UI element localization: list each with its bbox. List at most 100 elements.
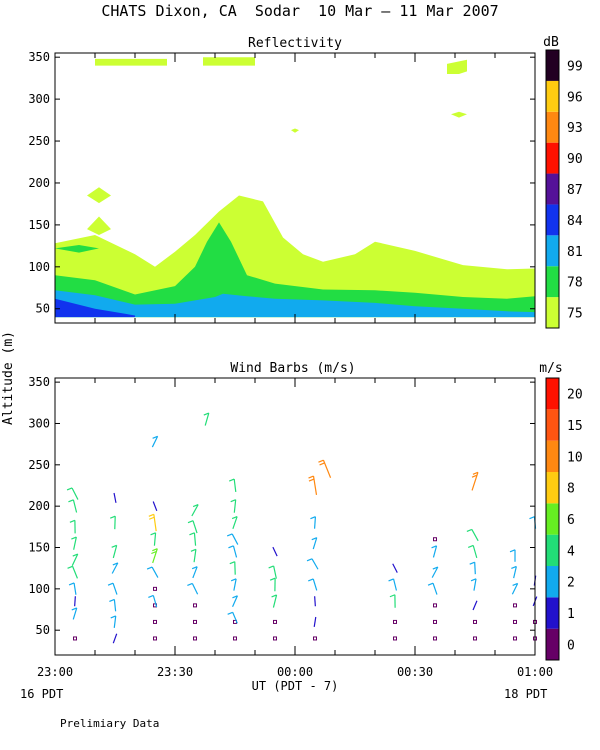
wind-barb [392, 578, 398, 591]
wind-ytick-label: 150 [28, 541, 50, 555]
wind-barb [272, 546, 278, 557]
x-tick-label: 01:00 [517, 665, 553, 679]
wind-barb [473, 578, 477, 591]
wind-colorbar-tick-label: 1 [567, 607, 575, 622]
start-date-label: 16 PDT [20, 687, 63, 701]
wind-barb-flag [472, 471, 479, 475]
wind-barb [72, 607, 78, 620]
wind-barb [74, 596, 76, 607]
wind-calm-marker [73, 636, 77, 641]
wind-barb-flag [192, 504, 199, 508]
x-axis-label: UT (PDT - 7) [252, 679, 339, 693]
wind-calm-marker [313, 636, 317, 641]
refl-colorbar-tick-label: 93 [567, 121, 583, 136]
wind-barb [191, 504, 199, 517]
wind-barb-flag [431, 545, 437, 549]
wind-colorbar-tick-label: 6 [567, 513, 575, 528]
wind-calm-marker [513, 603, 517, 608]
wind-calm-marker [513, 619, 517, 624]
refl-colorbar-swatch [546, 204, 559, 236]
wind-barb [152, 501, 158, 512]
wind-barb-flag [306, 558, 313, 562]
refl-colorbar-tick-label: 87 [567, 183, 583, 198]
wind-barb-flag [469, 561, 475, 565]
wind-barb [153, 514, 157, 532]
refl-colorbar-swatch [546, 111, 559, 143]
reflectivity-contour-75 [447, 59, 467, 74]
wind-barb-flag [203, 412, 210, 416]
refl-ytick-label: 200 [28, 176, 50, 190]
wind-barb-flag [319, 462, 325, 466]
wind-calm-marker [393, 619, 397, 624]
wind-colorbar-swatch [546, 378, 559, 410]
wind-barb [273, 565, 277, 579]
x-tick-label: 00:30 [397, 665, 433, 679]
refl-colorbar-swatch [546, 80, 559, 112]
wind-barb-flag [191, 566, 198, 570]
wind-colorbar: 0 1 2 4 6 8 10 15 20 [545, 377, 583, 661]
wind-colorbar-swatch [546, 628, 559, 660]
wind-barb-flag [229, 561, 235, 565]
wind-barb-flag [230, 499, 236, 503]
wind-colorbar-swatch [546, 440, 559, 472]
refl-ytick-label: 300 [28, 92, 50, 106]
wind-calm-marker [473, 636, 477, 641]
reflectivity-colorbar: 75 78 81 84 87 90 93 96 99 [545, 49, 583, 329]
wind-barbs [66, 412, 538, 644]
x-tick-label: 23:00 [37, 665, 73, 679]
wind-barb [232, 545, 238, 558]
wind-barb-flag [67, 565, 73, 569]
wind-colorbar-label: m/s [539, 361, 562, 376]
refl-ytick-label: 250 [28, 134, 50, 148]
wind-barb [151, 566, 159, 578]
wind-barb-flag [152, 435, 158, 439]
wind-barb-flag [512, 582, 518, 587]
wind-barb-flag [110, 515, 116, 519]
reflectivity-contour-75 [203, 57, 255, 66]
wind-barb-flag [187, 582, 193, 587]
wind-barb [272, 594, 278, 608]
wind-barb [153, 532, 157, 546]
wind-barb-flag [318, 459, 324, 463]
wind-ytick-label: 250 [28, 458, 50, 472]
wind-barb-flag [310, 516, 316, 520]
wind-barb-flag [112, 562, 119, 566]
refl-colorbar-tick-label: 99 [567, 59, 583, 74]
reflectivity-contour-84 [55, 298, 135, 318]
wind-barb-flag [151, 550, 157, 555]
wind-barbs-title: Wind Barbs (m/s) [230, 361, 355, 376]
wind-barb [151, 436, 159, 448]
figure-title: CHATS Dixon, CA Sodar 10 Mar – 11 Mar 20… [101, 2, 498, 20]
refl-colorbar-tick-label: 78 [567, 276, 583, 291]
wind-barb [511, 583, 519, 595]
wind-calm-marker [393, 636, 397, 641]
wind-colorbar-swatch [546, 534, 559, 566]
refl-ytick-label: 350 [28, 50, 50, 64]
x-tick-label: 23:30 [157, 665, 193, 679]
refl-colorbar-swatch [546, 266, 559, 298]
wind-colorbar-tick-label: 8 [567, 482, 575, 497]
wind-ytick-label: 300 [28, 416, 50, 430]
wind-barb-flag [109, 598, 115, 602]
wind-barb [191, 583, 199, 595]
wind-barb-flag [71, 536, 77, 540]
reflectivity-title: Reflectivity [248, 36, 342, 51]
wind-barb-flag [189, 532, 195, 536]
refl-colorbar-tick-label: 75 [567, 307, 583, 322]
wind-barb [311, 558, 319, 570]
wind-barb-flag [146, 566, 153, 570]
reflectivity-contour-75 [291, 128, 299, 133]
wind-barb-flag [466, 528, 473, 532]
wind-colorbar-tick-label: 4 [567, 544, 575, 559]
wind-barb-flag [190, 548, 197, 552]
wind-barb-flag [231, 515, 238, 520]
wind-barb-flag [388, 578, 394, 582]
wind-barb-flag [69, 519, 76, 523]
reflectivity-contour-81 [55, 290, 535, 318]
wind-barb-flag [268, 565, 274, 569]
wind-barb-flag [107, 582, 114, 586]
footer-note: Prelimiary Data [60, 717, 159, 730]
wind-barb-flag [311, 537, 317, 541]
wind-barb-flag [529, 516, 535, 520]
refl-ytick-label: 150 [28, 218, 50, 232]
